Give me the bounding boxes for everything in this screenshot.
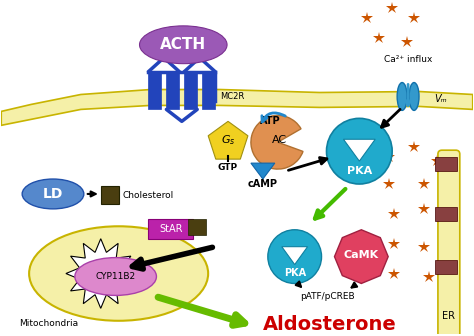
Bar (101, 186, 118, 204)
Text: ACTH: ACTH (160, 37, 206, 52)
Ellipse shape (29, 226, 208, 321)
Wedge shape (251, 115, 303, 169)
Text: G$_s$: G$_s$ (221, 133, 236, 147)
Ellipse shape (409, 83, 419, 111)
Bar (148, 219, 193, 239)
Text: Cholesterol: Cholesterol (123, 192, 174, 201)
Polygon shape (66, 239, 136, 308)
Circle shape (327, 118, 392, 184)
Text: Ca²⁺ influx: Ca²⁺ influx (384, 55, 432, 64)
Text: ATP: ATP (259, 116, 280, 126)
Text: PKA: PKA (346, 166, 372, 176)
Polygon shape (251, 163, 275, 179)
Text: CaMK: CaMK (344, 250, 379, 260)
Text: MC2R: MC2R (220, 92, 244, 101)
Text: Mitochondria: Mitochondria (19, 319, 78, 328)
Bar (435, 157, 457, 171)
Bar (435, 207, 457, 221)
Bar (184, 72, 197, 110)
Bar (202, 72, 215, 110)
Polygon shape (282, 247, 308, 264)
Text: Vₘ: Vₘ (434, 94, 447, 104)
FancyBboxPatch shape (438, 150, 460, 336)
Ellipse shape (397, 83, 407, 111)
Text: Aldosterone: Aldosterone (263, 315, 396, 334)
Bar (166, 72, 179, 110)
Bar (148, 72, 162, 110)
Text: pATF/pCREB: pATF/pCREB (300, 292, 355, 301)
Text: StAR: StAR (159, 224, 182, 234)
Bar (188, 219, 206, 235)
Text: LD: LD (43, 187, 63, 201)
Text: ER: ER (442, 311, 456, 321)
Polygon shape (344, 139, 375, 161)
Text: PKA: PKA (283, 267, 306, 278)
Text: AC: AC (272, 135, 287, 145)
Text: CYP11B2: CYP11B2 (96, 272, 136, 281)
Circle shape (268, 230, 321, 284)
Ellipse shape (22, 179, 84, 209)
Bar (435, 260, 457, 274)
Ellipse shape (75, 258, 156, 295)
Polygon shape (1, 89, 473, 125)
Ellipse shape (139, 26, 227, 64)
Text: GTP: GTP (218, 163, 238, 172)
Text: cAMP: cAMP (248, 179, 278, 189)
